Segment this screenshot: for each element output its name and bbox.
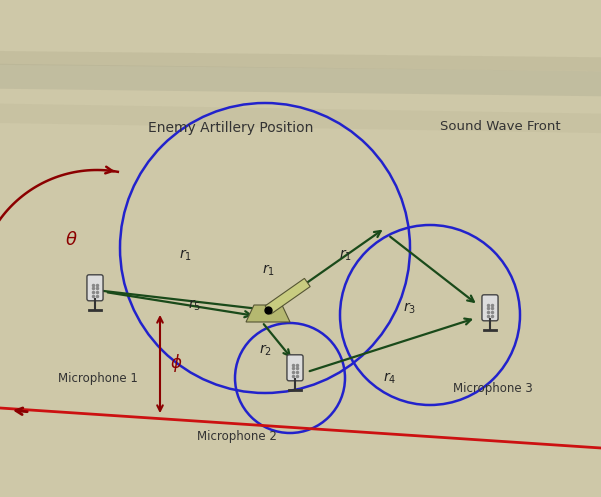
Text: $\phi$: $\phi$ xyxy=(170,352,183,374)
Text: $r_1$: $r_1$ xyxy=(338,248,352,263)
Text: $r_5$: $r_5$ xyxy=(189,297,201,313)
Text: $r_1$: $r_1$ xyxy=(261,262,275,278)
Polygon shape xyxy=(265,278,310,314)
Text: Enemy Artillery Position: Enemy Artillery Position xyxy=(148,121,313,135)
FancyBboxPatch shape xyxy=(87,275,103,301)
Text: $r_3$: $r_3$ xyxy=(403,300,416,316)
Text: Microphone 3: Microphone 3 xyxy=(453,382,532,395)
Text: Sound Wave Front: Sound Wave Front xyxy=(440,120,561,133)
Text: Microphone 1: Microphone 1 xyxy=(58,372,138,385)
Polygon shape xyxy=(246,305,290,322)
Text: $r_1$: $r_1$ xyxy=(178,248,192,263)
Text: Microphone 2: Microphone 2 xyxy=(197,430,277,443)
FancyBboxPatch shape xyxy=(287,355,303,381)
Text: $\theta$: $\theta$ xyxy=(65,231,78,249)
Text: $r_4$: $r_4$ xyxy=(383,370,397,386)
Text: $r_2$: $r_2$ xyxy=(258,342,272,358)
FancyBboxPatch shape xyxy=(482,295,498,321)
